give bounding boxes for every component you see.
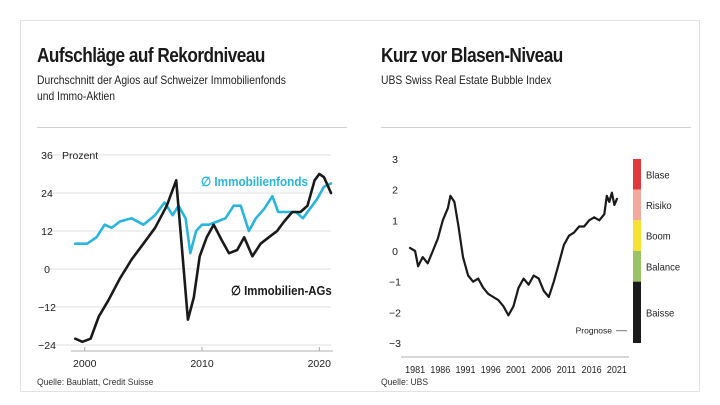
bubble-chart-source: Quelle: UBS bbox=[381, 377, 429, 388]
bubble-chart-divider bbox=[381, 127, 691, 128]
y-tick-label: 24 bbox=[41, 188, 53, 200]
zone-label-blase: Blase bbox=[646, 170, 670, 182]
zone-band-blase bbox=[633, 159, 641, 190]
x-tick-label: 2021 bbox=[607, 365, 627, 377]
x-tick-label: 1991 bbox=[456, 365, 476, 377]
x-tick-label: 2001 bbox=[506, 365, 526, 377]
zone-label-baisse: Baisse bbox=[646, 308, 675, 320]
y-tick-label: −3 bbox=[389, 338, 401, 350]
y-tick-label: 2 bbox=[392, 185, 398, 197]
bubble-chart-subtitle: UBS Swiss Real Estate Bubble Index bbox=[381, 72, 673, 88]
infographic-frame: Aufschläge auf Rekordniveau Durchschnitt… bbox=[20, 20, 700, 392]
y-axis-unit-label: Prozent bbox=[62, 150, 98, 162]
agio-subtitle-line-1: Durchschnitt der Agios auf Schweizer Imm… bbox=[37, 73, 286, 87]
bubble-chart-title: Kurz vor Blasen-Niveau bbox=[381, 45, 563, 67]
agio-chart-subtitle: Durchschnitt der Agios auf Schweizer Imm… bbox=[37, 72, 329, 104]
bubble-index-panel: Kurz vor Blasen-Niveau UBS Swiss Real Es… bbox=[365, 21, 701, 393]
y-tick-label: 36 bbox=[41, 150, 53, 162]
agio-chart-source: Quelle: Baublatt, Credit Suisse bbox=[37, 377, 154, 388]
y-tick-label: 0 bbox=[44, 264, 50, 276]
immobilien-ags-line bbox=[74, 172, 333, 344]
immobilien-ags-legend-label: ∅ Immobilien-AGs bbox=[231, 283, 332, 298]
bubble-index-line bbox=[408, 191, 618, 317]
agio-chart-title: Aufschläge auf Rekordniveau bbox=[37, 45, 265, 67]
y-tick-label: −12 bbox=[38, 302, 56, 314]
zone-band-boom bbox=[633, 220, 641, 251]
y-tick-label: −24 bbox=[38, 340, 56, 352]
y-tick-label: −2 bbox=[389, 307, 401, 319]
y-tick-label: 12 bbox=[41, 226, 53, 238]
x-tick-label: 2006 bbox=[531, 365, 551, 377]
y-tick-label: 0 bbox=[392, 246, 398, 258]
agio-line-chart: 36 24 12 0 −12 −24 Prozent 2000 2010 2020 ∅ Immobi… bbox=[38, 150, 333, 370]
zone-band-balance bbox=[633, 251, 641, 282]
bubble-index-chart: 3 2 1 0 −1 −2 −3 Blase Risiko Boom Balance Baisse 19… bbox=[389, 154, 681, 376]
y-tick-label: 1 bbox=[392, 215, 398, 227]
agio-chart-panel: Aufschläge auf Rekordniveau Durchschnitt… bbox=[21, 21, 351, 393]
x-tick-label: 2011 bbox=[557, 365, 576, 377]
zone-band-baisse bbox=[633, 281, 641, 343]
x-tick-label: 2016 bbox=[582, 365, 602, 377]
agio-subtitle-line-2: und Immo-Aktien bbox=[37, 89, 116, 103]
x-tick-label: 1986 bbox=[430, 365, 450, 377]
x-tick-label: 2000 bbox=[73, 358, 97, 370]
bubble-subtitle-line-1: UBS Swiss Real Estate Bubble Index bbox=[381, 73, 552, 87]
x-tick-label: 1981 bbox=[405, 365, 425, 377]
zone-band-risiko bbox=[633, 189, 641, 221]
x-tick-label: 2010 bbox=[190, 358, 214, 370]
immobilienfonds-legend-label: ∅ Immobilienfonds bbox=[201, 174, 308, 189]
immobilienfonds-line bbox=[74, 182, 333, 255]
y-tick-label: 3 bbox=[392, 154, 398, 166]
forecast-label: Prognose bbox=[576, 326, 613, 336]
agio-chart-divider bbox=[37, 127, 347, 128]
zone-label-boom: Boom bbox=[646, 231, 671, 243]
x-tick-label: 1996 bbox=[481, 365, 501, 377]
x-tick-label: 2020 bbox=[308, 358, 332, 370]
y-tick-label: −1 bbox=[389, 277, 401, 289]
zone-label-balance: Balance bbox=[646, 262, 681, 274]
zone-label-risiko: Risiko bbox=[646, 201, 672, 213]
